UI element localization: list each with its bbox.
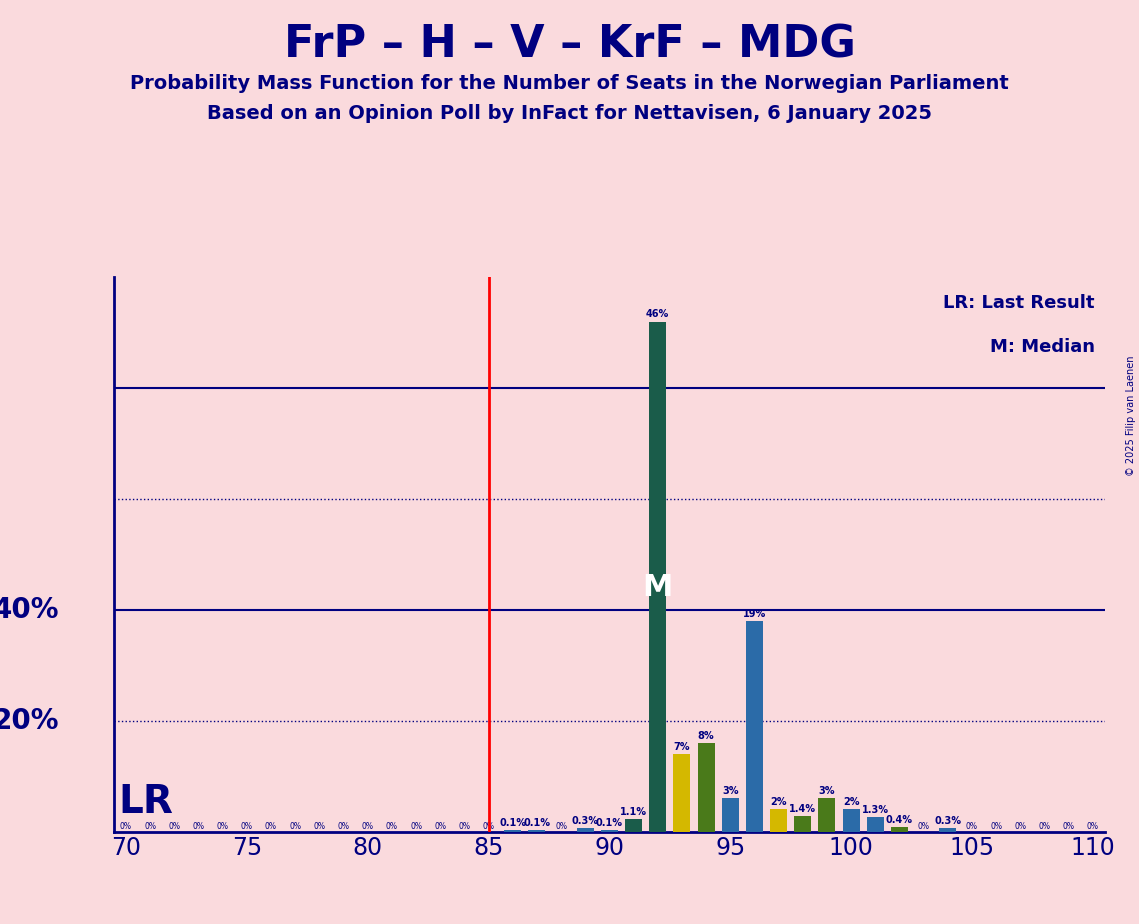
Text: 0%: 0% xyxy=(120,822,132,831)
Text: 0%: 0% xyxy=(990,822,1002,831)
Bar xyxy=(625,820,642,832)
Text: 7%: 7% xyxy=(673,742,690,752)
Text: 0%: 0% xyxy=(458,822,470,831)
Text: 2%: 2% xyxy=(843,797,859,808)
Bar xyxy=(940,828,957,832)
Bar xyxy=(528,831,546,832)
Text: 46%: 46% xyxy=(646,310,670,320)
Text: 0.4%: 0.4% xyxy=(886,815,912,825)
Text: 0.3%: 0.3% xyxy=(934,816,961,826)
Bar xyxy=(867,817,884,832)
Text: 8%: 8% xyxy=(698,731,714,741)
Text: 0.1%: 0.1% xyxy=(499,819,526,828)
Text: 0%: 0% xyxy=(169,822,180,831)
Text: LR: Last Result: LR: Last Result xyxy=(943,294,1095,311)
Text: 0%: 0% xyxy=(145,822,156,831)
Text: 0%: 0% xyxy=(555,822,567,831)
Bar xyxy=(770,809,787,832)
Text: 0%: 0% xyxy=(313,822,326,831)
Text: 0%: 0% xyxy=(289,822,301,831)
Bar xyxy=(843,809,860,832)
Text: Based on an Opinion Poll by InFact for Nettavisen, 6 January 2025: Based on an Opinion Poll by InFact for N… xyxy=(207,104,932,124)
Text: 3%: 3% xyxy=(722,786,738,796)
Text: 1.3%: 1.3% xyxy=(862,805,888,815)
Text: 0%: 0% xyxy=(362,822,374,831)
Bar xyxy=(819,798,835,832)
Text: 0%: 0% xyxy=(410,822,423,831)
Text: 0%: 0% xyxy=(337,822,350,831)
Text: © 2025 Filip van Laenen: © 2025 Filip van Laenen xyxy=(1126,356,1136,476)
Text: M: M xyxy=(642,573,673,602)
Text: 0%: 0% xyxy=(386,822,398,831)
Text: Probability Mass Function for the Number of Seats in the Norwegian Parliament: Probability Mass Function for the Number… xyxy=(130,74,1009,93)
Bar xyxy=(697,743,714,832)
Text: FrP – H – V – KrF – MDG: FrP – H – V – KrF – MDG xyxy=(284,23,855,67)
Text: 40%: 40% xyxy=(0,596,59,624)
Text: 0%: 0% xyxy=(1063,822,1074,831)
Bar xyxy=(722,798,739,832)
Bar xyxy=(794,816,811,832)
Text: 2%: 2% xyxy=(770,797,787,808)
Text: 19%: 19% xyxy=(743,609,767,619)
Text: 0.3%: 0.3% xyxy=(572,816,599,826)
Bar xyxy=(505,831,522,832)
Text: 0%: 0% xyxy=(1087,822,1099,831)
Text: 0%: 0% xyxy=(1039,822,1050,831)
Text: 0%: 0% xyxy=(918,822,929,831)
Text: 0%: 0% xyxy=(1014,822,1026,831)
Text: 20%: 20% xyxy=(0,707,59,735)
Text: M: Median: M: Median xyxy=(990,338,1095,356)
Text: 0%: 0% xyxy=(216,822,229,831)
Bar xyxy=(576,828,593,832)
Text: 0%: 0% xyxy=(966,822,978,831)
Text: 1.1%: 1.1% xyxy=(620,808,647,817)
Text: 3%: 3% xyxy=(819,786,835,796)
Text: 1.4%: 1.4% xyxy=(789,804,817,814)
Text: 0.1%: 0.1% xyxy=(523,819,550,828)
Text: 0.1%: 0.1% xyxy=(596,819,623,828)
Bar xyxy=(649,322,666,832)
Text: 0%: 0% xyxy=(192,822,205,831)
Text: 0%: 0% xyxy=(265,822,277,831)
Text: 0%: 0% xyxy=(483,822,494,831)
Bar xyxy=(673,754,690,832)
Bar xyxy=(891,827,908,832)
Bar xyxy=(746,621,763,832)
Text: 0%: 0% xyxy=(434,822,446,831)
Text: LR: LR xyxy=(118,783,174,821)
Text: 0%: 0% xyxy=(240,822,253,831)
Bar xyxy=(601,831,617,832)
